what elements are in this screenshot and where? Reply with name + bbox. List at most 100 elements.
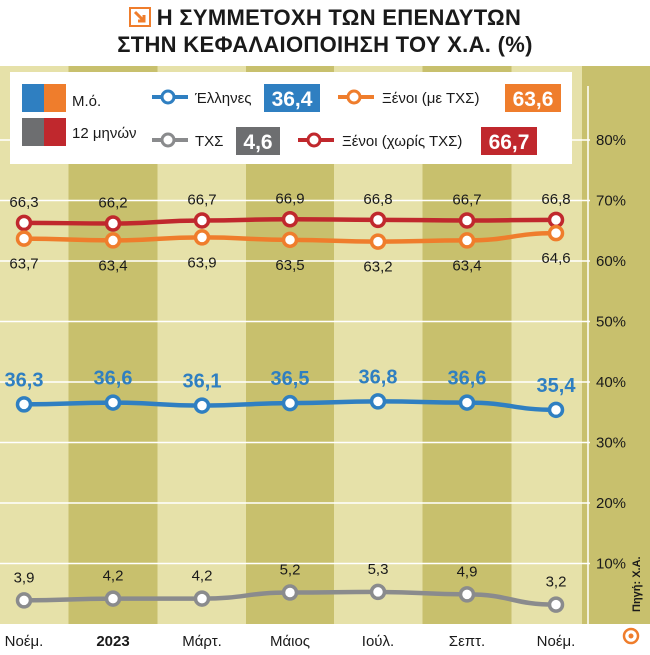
legend-avg-label-1: Μ.ό. bbox=[72, 93, 101, 110]
y-tick-label: 80% bbox=[596, 132, 626, 149]
data-label: 63,4 bbox=[452, 257, 481, 274]
chart-title: Η ΣΥΜΜΕΤΟΧΗ ΤΩΝ ΕΠΕΝΔΥΤΩΝ ΣΤΗΝ ΚΕΦΑΛΑΙΟΠ… bbox=[0, 4, 650, 58]
data-label: 36,8 bbox=[359, 366, 398, 388]
legend-item-foreign-without-hfsf: Ξένοι (χωρίς ΤΧΣ) 66,7 bbox=[298, 127, 537, 155]
data-point bbox=[281, 231, 299, 249]
data-point bbox=[547, 596, 565, 613]
logo-icon bbox=[622, 627, 640, 645]
legend-name-foreign-with: Ξένοι (με ΤΧΣ) bbox=[382, 90, 479, 107]
legend-name-foreign-without: Ξένοι (χωρίς ΤΧΣ) bbox=[342, 133, 462, 150]
data-point bbox=[193, 397, 211, 414]
avg-swatch-orange bbox=[44, 84, 66, 112]
legend-avg-value-foreign-without: 66,7 bbox=[489, 131, 530, 154]
data-label: 63,4 bbox=[98, 257, 127, 274]
x-tick-label: Νοέμ. bbox=[5, 633, 44, 650]
legend-item-foreign-with-hfsf: Ξένοι (με ΤΧΣ) 63,6 bbox=[338, 84, 561, 112]
y-tick-label: 70% bbox=[596, 193, 626, 210]
data-point bbox=[193, 212, 211, 229]
data-point bbox=[369, 583, 387, 601]
y-tick-label: 60% bbox=[596, 253, 626, 270]
legend-marker-foreign-with bbox=[346, 89, 362, 105]
data-labels: 66,3 66,2 66,7 66,9 66,8 66,7 66,8 63,7 63,4 63,9… bbox=[5, 190, 577, 590]
data-label: 66,7 bbox=[452, 191, 481, 208]
y-tick-label: 30% bbox=[596, 435, 626, 452]
series-points bbox=[15, 211, 565, 613]
data-point bbox=[547, 224, 565, 242]
data-point bbox=[458, 394, 476, 411]
y-tick-label: 20% bbox=[596, 495, 626, 512]
legend-item-greeks: Έλληνες 36,4 bbox=[152, 84, 320, 112]
title-line-1: Η ΣΥΜΜΕΤΟΧΗ ΤΩΝ ΕΠΕΝΔΥΤΩΝ bbox=[0, 4, 650, 31]
y-tick-label: 40% bbox=[596, 374, 626, 391]
data-label: 36,5 bbox=[271, 368, 310, 390]
x-axis-ticks: Νοέμ. 2023 Μάρτ. Μάιος Ιούλ. Σεπτ. Νοέμ. bbox=[5, 633, 576, 650]
x-tick-label: Νοέμ. bbox=[537, 633, 576, 650]
data-point bbox=[193, 590, 211, 607]
data-label: 63,5 bbox=[275, 257, 304, 274]
legend-avg-box-hfsf bbox=[236, 127, 280, 155]
data-label: 4,9 bbox=[457, 563, 478, 580]
data-label: 66,7 bbox=[187, 191, 216, 208]
data-point bbox=[15, 592, 33, 609]
title-line-2: ΣΤΗΝ ΚΕΦΑΛΑΙΟΠΟΙΗΣΗ ΤΟΥ Χ.Α. (%) bbox=[117, 32, 533, 57]
legend: Μ.ό. 12 μηνών Έλληνες 36,4 Ξένοι (με ΤΧΣ… bbox=[10, 72, 572, 164]
data-point bbox=[281, 584, 299, 601]
x-tick-label: Σεπτ. bbox=[449, 633, 485, 650]
data-point bbox=[281, 211, 299, 228]
legend-marker-foreign-without bbox=[306, 132, 322, 148]
data-point bbox=[458, 586, 476, 603]
legend-avg-value-hfsf: 4,6 bbox=[243, 131, 272, 154]
data-label: 3,9 bbox=[14, 569, 35, 586]
data-point bbox=[369, 211, 387, 229]
data-point bbox=[369, 393, 387, 410]
y-axis-ticks: 10% 20% 30% 40% 50% 60% 70% 80% bbox=[596, 132, 626, 573]
y-axis-band bbox=[582, 66, 650, 624]
data-point bbox=[547, 211, 565, 229]
data-label: 4,2 bbox=[192, 568, 213, 585]
data-label: 66,9 bbox=[275, 190, 304, 207]
data-label: 36,6 bbox=[448, 368, 487, 390]
data-point bbox=[15, 396, 33, 413]
legend-avg-box-foreign-with bbox=[505, 84, 561, 112]
legend-avg-value-foreign-with: 63,6 bbox=[513, 88, 554, 111]
data-label: 66,8 bbox=[541, 191, 570, 208]
data-label: 64,6 bbox=[541, 250, 570, 267]
legend-marker-greeks bbox=[160, 89, 176, 105]
legend-marker-hfsf bbox=[160, 132, 176, 148]
x-tick-label: Μάιος bbox=[270, 633, 310, 650]
y-tick-label: 50% bbox=[596, 314, 626, 331]
data-label: 66,2 bbox=[98, 194, 127, 211]
data-label: 66,3 bbox=[9, 194, 38, 211]
data-label: 36,1 bbox=[183, 371, 222, 393]
data-point bbox=[281, 394, 299, 412]
data-label: 36,6 bbox=[94, 368, 133, 390]
data-label: 5,2 bbox=[280, 562, 301, 579]
data-point bbox=[104, 232, 122, 249]
data-label: 4,2 bbox=[103, 568, 124, 585]
data-label: 66,8 bbox=[363, 191, 392, 208]
legend-name-hfsf: ΤΧΣ bbox=[195, 133, 223, 150]
data-label: 63,2 bbox=[363, 259, 392, 276]
data-label: 63,7 bbox=[9, 256, 38, 273]
data-point bbox=[15, 214, 33, 232]
x-tick-label: Μάρτ. bbox=[182, 633, 222, 650]
data-point bbox=[104, 590, 122, 607]
x-tick-label: 2023 bbox=[96, 633, 129, 650]
gridlines bbox=[0, 86, 590, 624]
data-label: 35,4 bbox=[537, 375, 577, 397]
title-line-1-text: Η ΣΥΜΜΕΤΟΧΗ ΤΩΝ ΕΠΕΝΔΥΤΩΝ bbox=[156, 5, 522, 30]
data-point bbox=[15, 230, 33, 247]
legend-avg-box-greeks bbox=[264, 84, 320, 112]
source-label: Πηγή: Χ.Α. bbox=[631, 556, 643, 612]
legend-avg-box-foreign-without bbox=[481, 127, 537, 155]
arrow-down-right-icon bbox=[128, 7, 151, 27]
y-tick-label: 10% bbox=[596, 556, 626, 573]
data-point bbox=[458, 232, 476, 249]
legend-name-greeks: Έλληνες bbox=[194, 90, 252, 107]
data-label: 63,9 bbox=[187, 254, 216, 271]
data-point bbox=[547, 401, 565, 419]
legend-avg-value-greeks: 36,4 bbox=[272, 88, 313, 111]
avg-swatch-grey bbox=[22, 118, 44, 146]
x-tick-label: Ιούλ. bbox=[362, 633, 394, 650]
